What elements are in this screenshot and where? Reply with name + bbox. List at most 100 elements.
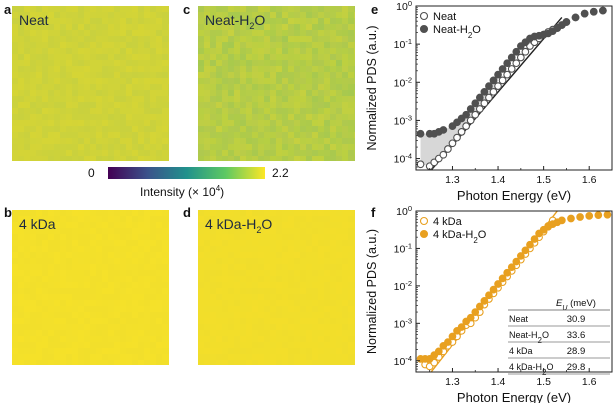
y-tick-label: 10-1 [394,241,412,256]
map-pixel [270,348,276,354]
map-pixel [252,54,258,60]
map-pixel [234,294,240,300]
map-pixel [270,102,276,108]
map-pixel [168,300,169,306]
map-pixel [342,60,348,66]
map-pixel [318,336,324,342]
data-point [503,268,512,277]
map-pixel [78,6,84,12]
map-pixel [150,24,156,30]
map-pixel [66,318,72,324]
map-pixel [198,24,204,30]
map-pixel [150,78,156,84]
map-pixel [276,48,282,54]
map-pixel [18,264,24,270]
map-pixel [78,252,84,258]
map-pixel [126,150,132,156]
map-pixel [114,114,120,120]
map-pixel [306,264,312,270]
map-pixel [30,234,36,240]
map-pixel [108,312,114,318]
map-pixel [102,258,108,264]
map-pixel [138,30,144,36]
map-pixel [294,216,300,222]
map-pixel [306,300,312,306]
map-pixel [168,306,169,312]
map-pixel [228,48,234,54]
map-pixel [162,102,168,108]
map-pixel [126,300,132,306]
map-pixel [120,18,126,24]
map-pixel [222,216,228,222]
map-pixel [138,282,144,288]
map-pixel [60,240,66,246]
map-pixel [234,312,240,318]
map-pixel [354,324,355,330]
map-pixel [258,90,264,96]
map-pixel [222,336,228,342]
map-pixel [24,300,30,306]
map-pixel [198,84,204,90]
map-pixel [150,6,156,12]
map-pixel [126,66,132,72]
map-pixel [78,258,84,264]
map-pixel [138,216,144,222]
map-pixel [246,252,252,258]
map-pixel [258,246,264,252]
map-pixel [336,42,342,48]
map-pixel [270,78,276,84]
map-pixel [270,54,276,60]
map-pixel [252,276,258,282]
map-pixel [246,300,252,306]
map-pixel [204,210,210,216]
map-pixel [108,228,114,234]
map-pixel [198,156,204,161]
map-pixel [288,318,294,324]
map-pixel [336,324,342,330]
map-pixel [60,54,66,60]
map-pixel [288,132,294,138]
map-pixel [84,24,90,30]
map-pixel [18,24,24,30]
map-pixel [336,96,342,102]
map-pixel [132,144,138,150]
map-pixel [258,96,264,102]
map-pixel [246,228,252,234]
map-pixel [258,252,264,258]
map-pixel [120,150,126,156]
map-pixel [42,288,48,294]
map-pixel [222,126,228,132]
map-pixel [204,66,210,72]
map-pixel [300,90,306,96]
map-pixel [264,96,270,102]
map-pixel [96,264,102,270]
map-pixel [252,324,258,330]
map-pixel [198,72,204,78]
map-pixel [282,216,288,222]
map-pixel [216,300,222,306]
map-pixel [240,276,246,282]
map-pixel [132,138,138,144]
map-pixel [96,294,102,300]
map-pixel [306,12,312,18]
map-pixel [120,156,126,161]
map-pixel [66,270,72,276]
map-pixel [216,48,222,54]
map-pixel [156,84,162,90]
map-pixel [258,240,264,246]
map-pixel [108,12,114,18]
map-pixel [78,90,84,96]
map-pixel [96,132,102,138]
map-pixel [18,330,24,336]
map-pixel [228,108,234,114]
map-pixel [270,354,276,360]
map-pixel [36,36,42,42]
map-pixel [114,24,120,30]
map-pixel [54,282,60,288]
map-pixel [210,222,216,228]
map-pixel [342,270,348,276]
map-pixel [270,72,276,78]
map-pixel [120,264,126,270]
map-pixel [30,330,36,336]
data-point [485,291,493,300]
